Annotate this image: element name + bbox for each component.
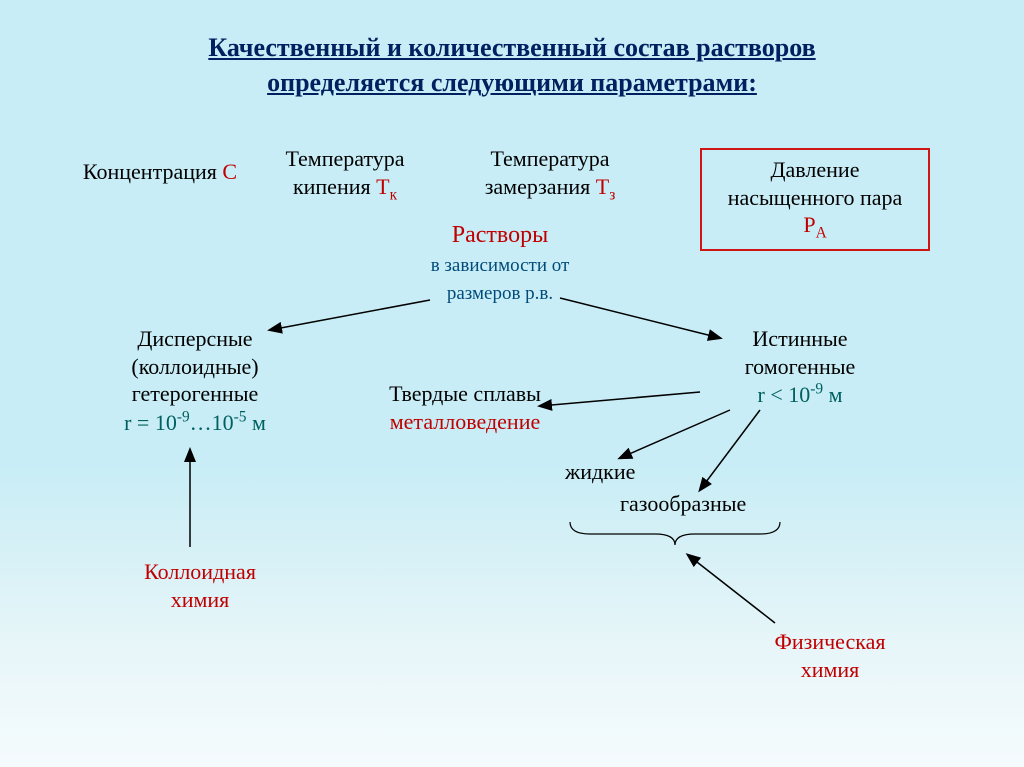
node-physical-chem: Физическая химия bbox=[750, 628, 910, 683]
node-solid-alloys: Твердые сплавы металловедение bbox=[355, 380, 575, 435]
param-boiling: Температура кипения Тк bbox=[245, 145, 445, 204]
param-concentration: Концентрация С bbox=[60, 158, 260, 186]
title-line1: Качественный и количественный состав рас… bbox=[208, 33, 815, 62]
param-freezing: Температура замерзания Тз bbox=[445, 145, 655, 204]
node-true: Истинные гомогенные r < 10-9 м bbox=[700, 325, 900, 409]
node-dispersed: Дисперсные (коллоидные) гетерогенные r =… bbox=[80, 325, 310, 436]
node-gaseous: газообразные bbox=[620, 490, 746, 518]
title-line2: определяется следующими параметрами: bbox=[267, 68, 757, 97]
node-liquid: жидкие bbox=[565, 458, 635, 486]
param-pressure-box: Давление насыщенного пара РА bbox=[700, 148, 930, 251]
node-colloidal-chem: Коллоидная химия bbox=[120, 558, 280, 613]
slide-title: Качественный и количественный состав рас… bbox=[0, 30, 1024, 100]
node-solutions: Растворы в зависимости от размеров р.в. bbox=[390, 220, 610, 306]
